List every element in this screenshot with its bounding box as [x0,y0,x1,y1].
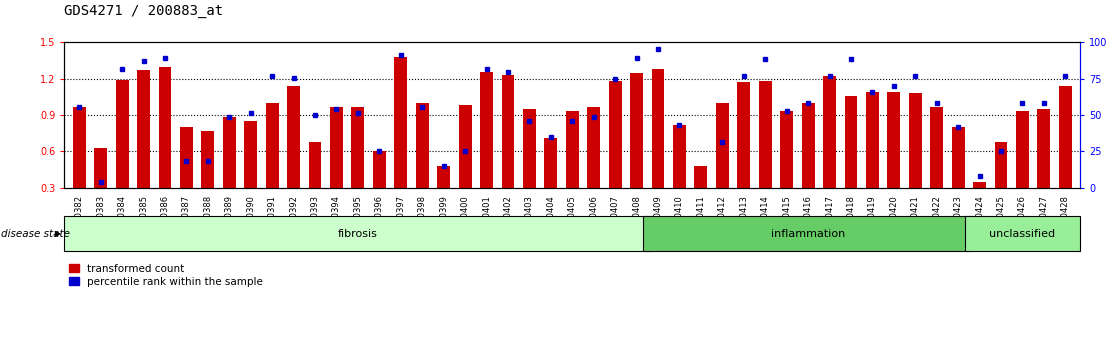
Bar [1059,86,1071,188]
Bar [1016,112,1029,188]
Bar [330,107,342,188]
Bar [995,142,1007,188]
Bar [373,152,386,188]
Bar [866,92,879,188]
Bar [566,112,578,188]
Legend: transformed count, percentile rank within the sample: transformed count, percentile rank withi… [70,264,263,287]
Bar [158,67,172,188]
Bar [523,109,536,188]
Bar [245,121,257,188]
Bar [94,148,107,188]
Bar [73,107,85,188]
Bar [394,57,408,188]
FancyBboxPatch shape [64,216,652,251]
Text: unclassified: unclassified [989,229,1056,239]
Bar [695,166,707,188]
Bar [587,107,601,188]
Bar [952,127,965,188]
Bar [737,82,750,188]
Bar [351,107,365,188]
Bar [202,131,214,188]
FancyBboxPatch shape [965,216,1080,251]
Bar [459,105,472,188]
Bar [1037,109,1050,188]
Bar [652,69,665,188]
Bar [266,103,278,188]
Bar [416,103,429,188]
Bar [909,93,922,188]
Bar [287,86,300,188]
Bar [115,80,129,188]
Text: disease state: disease state [1,229,70,239]
FancyBboxPatch shape [643,216,973,251]
Bar [137,70,150,188]
Bar [823,76,835,188]
Bar [802,103,814,188]
Bar [608,81,622,188]
Bar [716,103,729,188]
Text: GDS4271 / 200883_at: GDS4271 / 200883_at [64,4,224,18]
Bar [502,75,514,188]
Bar [309,142,321,188]
Text: inflammation: inflammation [771,229,845,239]
Bar [223,118,236,188]
Bar [630,73,643,188]
Bar [438,166,450,188]
Bar [973,182,986,188]
Bar [544,138,557,188]
Bar [759,81,771,188]
Bar [179,127,193,188]
Text: fibrosis: fibrosis [338,229,378,239]
Bar [780,112,793,188]
Bar [844,96,858,188]
Bar [888,92,900,188]
Bar [931,107,943,188]
Text: ▶: ▶ [55,229,62,238]
Bar [480,72,493,188]
Bar [673,125,686,188]
